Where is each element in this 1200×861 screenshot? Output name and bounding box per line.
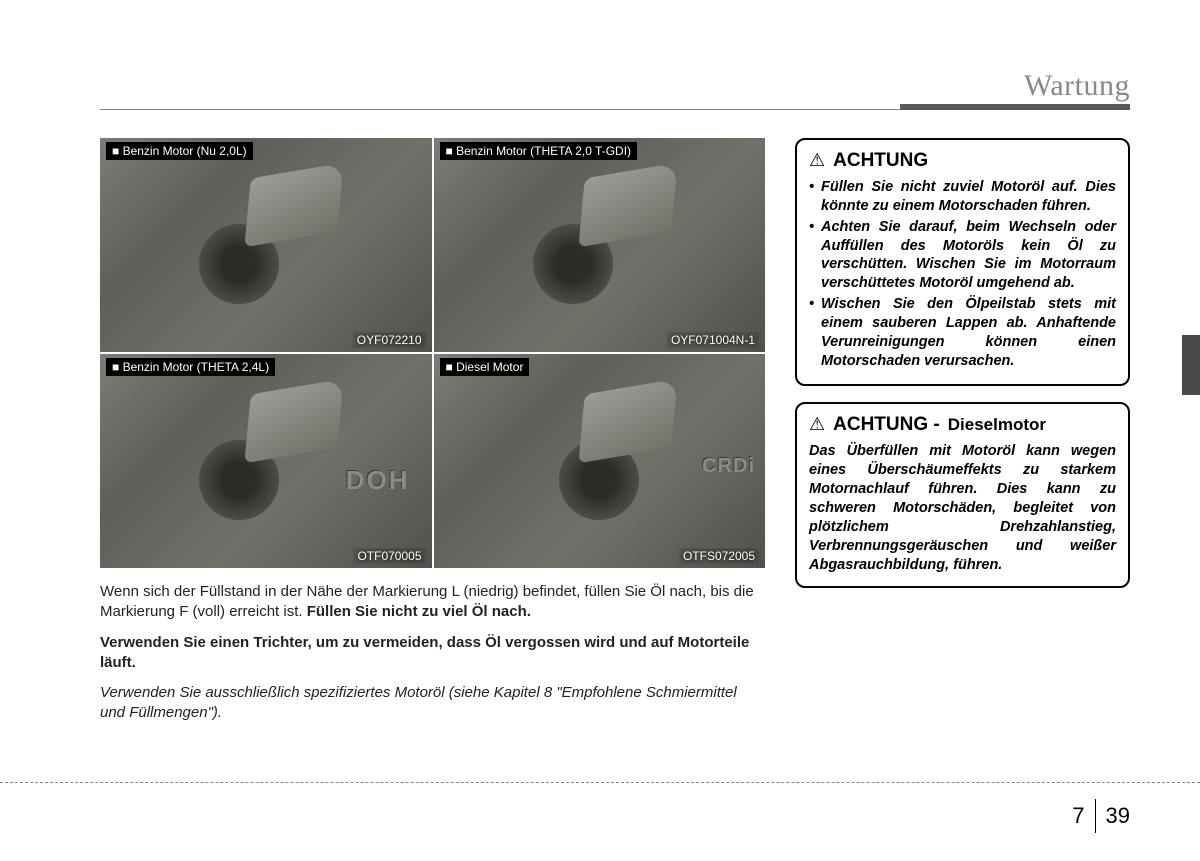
image-code: OYF072210 bbox=[353, 332, 426, 348]
caution-list: Füllen Sie nicht zuviel Motoröl auf. Die… bbox=[809, 178, 1116, 370]
engine-image-theta-2-0-tgdi: ■ Benzin Motor (THETA 2,0 T-GDI) OYF0710… bbox=[434, 138, 766, 352]
image-label: ■ Benzin Motor (THETA 2,4L) bbox=[106, 358, 275, 376]
paragraph-fill-level: Wenn sich der Füllstand in der Nähe der … bbox=[100, 582, 765, 623]
caution-item: Achten Sie darauf, beim Wechseln oder Au… bbox=[809, 218, 1116, 293]
engine-image-grid: ■ Benzin Motor (Nu 2,0L) OYF072210 ■ Ben… bbox=[100, 138, 765, 568]
cut-line bbox=[0, 782, 1200, 783]
caution-item: Wischen Sie den Ölpeilstab stets mit ein… bbox=[809, 295, 1116, 370]
engine-image-theta-2-4l: ■ Benzin Motor (THETA 2,4L) DOH OTF07000… bbox=[100, 354, 432, 568]
caution-subtitle: Dieselmotor bbox=[948, 415, 1046, 435]
caution-paragraph: Das Überfüllen mit Motoröl kann wegen ei… bbox=[809, 442, 1116, 574]
chapter-number: 7 bbox=[1072, 803, 1084, 829]
left-column: ■ Benzin Motor (Nu 2,0L) OYF072210 ■ Ben… bbox=[100, 138, 765, 734]
section-title: Wartung bbox=[1024, 69, 1130, 103]
caution-item: Füllen Sie nicht zuviel Motoröl auf. Die… bbox=[809, 178, 1116, 216]
engine-badge: CRDi bbox=[702, 455, 755, 478]
caution-title: ACHTUNG - bbox=[833, 414, 940, 436]
caution-title: ACHTUNG bbox=[833, 150, 928, 172]
engine-image-nu-2-0l: ■ Benzin Motor (Nu 2,0L) OYF072210 bbox=[100, 138, 432, 352]
footer-divider bbox=[1095, 799, 1096, 833]
image-label: ■ Benzin Motor (THETA 2,0 T-GDI) bbox=[440, 142, 638, 160]
warning-icon: ⚠ bbox=[809, 414, 825, 435]
text-span-bold: Füllen Sie nicht zu viel Öl nach. bbox=[307, 603, 531, 620]
page: Wartung ■ Benzin Motor (Nu 2,0L) OYF0722… bbox=[0, 0, 1200, 861]
image-code: OYF071004N-1 bbox=[667, 332, 759, 348]
engine-badge: DOH bbox=[346, 465, 410, 496]
page-number: 39 bbox=[1106, 803, 1130, 829]
caution-header: ⚠ ACHTUNG - Dieselmotor bbox=[809, 414, 1116, 436]
page-header: Wartung bbox=[100, 60, 1130, 110]
warning-icon: ⚠ bbox=[809, 150, 825, 171]
caution-box-diesel: ⚠ ACHTUNG - Dieselmotor Das Überfüllen m… bbox=[795, 402, 1130, 588]
side-tab bbox=[1182, 335, 1200, 395]
caution-box-general: ⚠ ACHTUNG Füllen Sie nicht zuviel Motorö… bbox=[795, 138, 1130, 386]
header-accent-bar bbox=[900, 104, 1130, 110]
body-text: Wenn sich der Füllstand in der Nähe der … bbox=[100, 582, 765, 724]
caution-header: ⚠ ACHTUNG bbox=[809, 150, 1116, 172]
paragraph-funnel: Verwenden Sie einen Trichter, um zu verm… bbox=[100, 633, 765, 674]
image-code: OTF070005 bbox=[353, 548, 425, 564]
content-area: ■ Benzin Motor (Nu 2,0L) OYF072210 ■ Ben… bbox=[100, 138, 1130, 734]
image-code: OTFS072005 bbox=[679, 548, 759, 564]
paragraph-spec-oil: Verwenden Sie ausschließlich spezifizier… bbox=[100, 683, 765, 724]
right-column: ⚠ ACHTUNG Füllen Sie nicht zuviel Motorö… bbox=[795, 138, 1130, 734]
page-footer: 7 39 bbox=[1072, 799, 1130, 833]
engine-image-diesel: ■ Diesel Motor CRDi OTFS072005 bbox=[434, 354, 766, 568]
image-label: ■ Diesel Motor bbox=[440, 358, 530, 376]
image-label: ■ Benzin Motor (Nu 2,0L) bbox=[106, 142, 253, 160]
